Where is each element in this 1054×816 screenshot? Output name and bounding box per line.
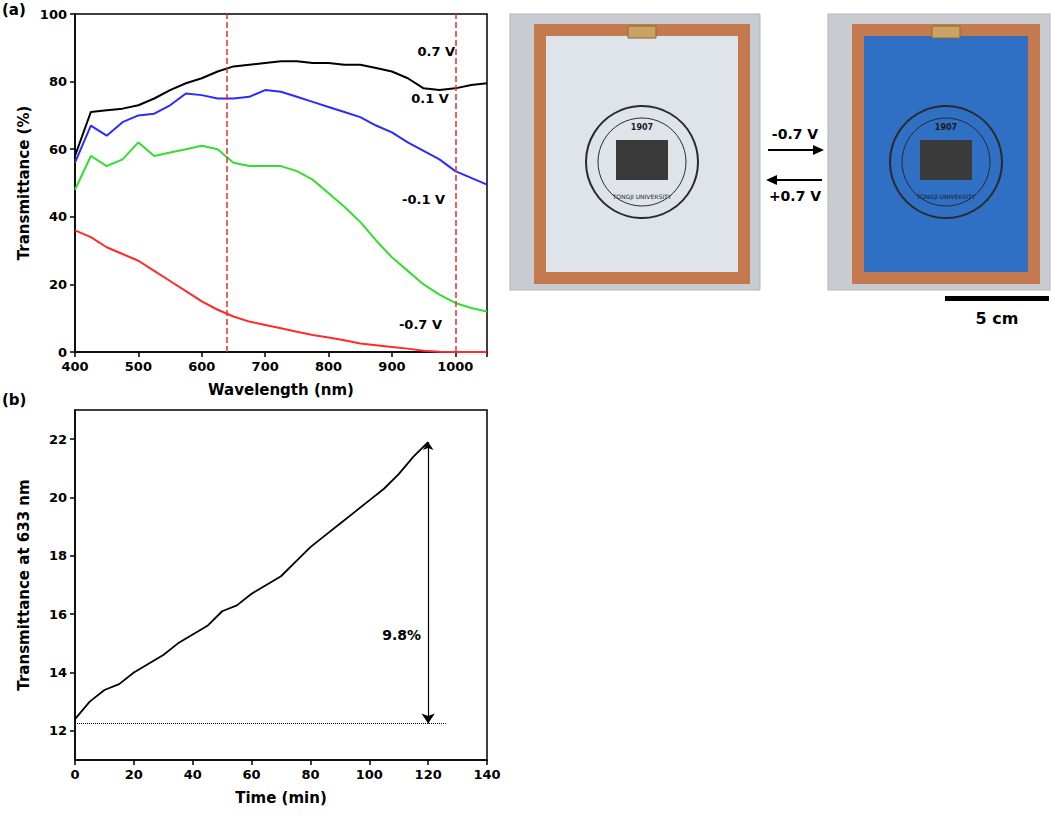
svg-text:Transmittance at 633 nm: Transmittance at 633 nm (15, 479, 33, 690)
svg-text:-0.7 V: -0.7 V (772, 126, 818, 142)
svg-text:800: 800 (315, 359, 342, 374)
svg-text:22: 22 (49, 432, 67, 447)
svg-text:100: 100 (40, 7, 67, 22)
svg-text:20: 20 (49, 490, 67, 505)
svg-text:1000: 1000 (437, 359, 473, 374)
svg-text:-0.1 V: -0.1 V (402, 192, 445, 207)
svg-text:80: 80 (49, 74, 67, 89)
svg-text:5 cm: 5 cm (976, 309, 1019, 328)
svg-text:(a): (a) (2, 1, 26, 19)
svg-text:120: 120 (415, 767, 442, 782)
svg-text:100: 100 (356, 767, 383, 782)
svg-text:0: 0 (58, 345, 67, 360)
svg-text:16: 16 (49, 607, 67, 622)
svg-text:9.8%: 9.8% (382, 627, 421, 643)
svg-text:0.1 V: 0.1 V (411, 91, 449, 106)
svg-text:20: 20 (125, 767, 143, 782)
svg-text:900: 900 (378, 359, 405, 374)
svg-text:700: 700 (252, 359, 279, 374)
svg-text:600: 600 (188, 359, 215, 374)
svg-text:0.7 V: 0.7 V (417, 44, 455, 59)
svg-text:14: 14 (49, 665, 67, 680)
svg-text:TONGJI UNIVERSITY: TONGJI UNIVERSITY (612, 193, 672, 201)
svg-text:(b): (b) (2, 391, 26, 409)
svg-text:+0.7 V: +0.7 V (769, 188, 821, 204)
svg-text:TONGJI UNIVERSITY: TONGJI UNIVERSITY (916, 193, 976, 201)
svg-text:0: 0 (70, 767, 79, 782)
svg-text:400: 400 (61, 359, 88, 374)
svg-text:140: 140 (473, 767, 500, 782)
svg-text:40: 40 (49, 209, 67, 224)
svg-text:40: 40 (184, 767, 202, 782)
svg-text:12: 12 (49, 723, 67, 738)
svg-text:1907: 1907 (935, 123, 957, 132)
svg-text:Time (min): Time (min) (235, 789, 327, 807)
svg-text:-0.7 V: -0.7 V (399, 317, 442, 332)
svg-text:18: 18 (49, 548, 67, 563)
svg-text:Transmittance (%): Transmittance (%) (15, 106, 33, 261)
svg-text:20: 20 (49, 277, 67, 292)
svg-text:60: 60 (243, 767, 261, 782)
svg-text:80: 80 (301, 767, 319, 782)
svg-text:Wavelength (nm): Wavelength (nm) (208, 381, 354, 399)
svg-text:60: 60 (49, 142, 67, 157)
svg-text:1907: 1907 (631, 123, 653, 132)
svg-text:500: 500 (125, 359, 152, 374)
